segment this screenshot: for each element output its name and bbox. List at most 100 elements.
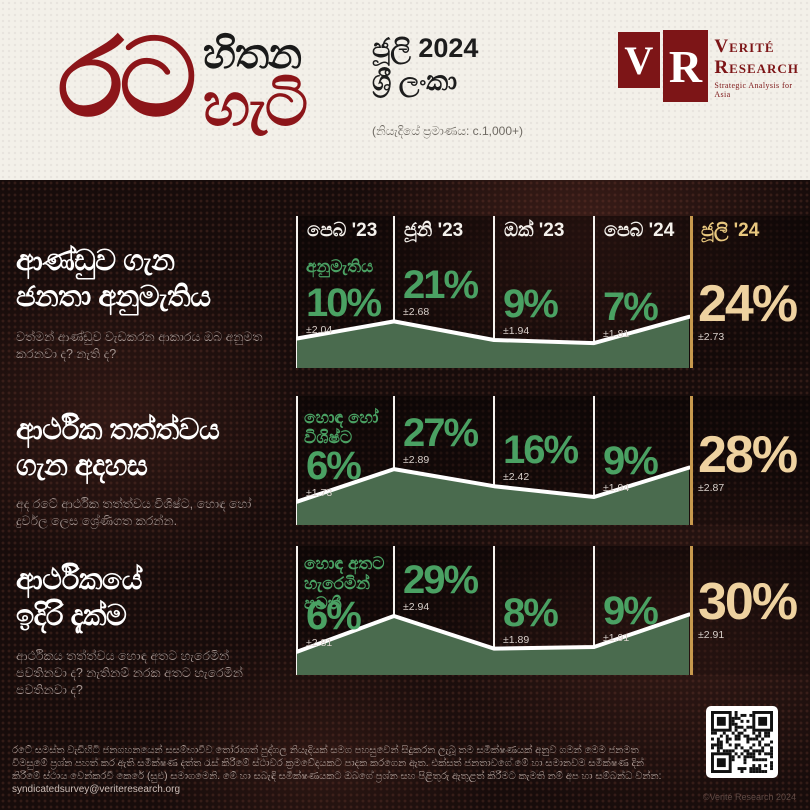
margin-of-error: ±1.89 bbox=[503, 633, 530, 646]
series-label: අනුමැතිය bbox=[306, 257, 374, 276]
margin-of-error: ±2.81 bbox=[306, 636, 333, 649]
margin-of-error: ±2.87 bbox=[698, 481, 725, 494]
margin-of-error: ±1.94 bbox=[503, 325, 530, 338]
sample-size-note: (නියැදියේ ප්‍රමාණය: c.1,000+) bbox=[372, 124, 524, 138]
column-separator bbox=[393, 216, 395, 368]
section-3-title-line1: ආර්ථිකයේ bbox=[16, 564, 143, 596]
section-3-title: ආර්ථිකයේ ඉදිරි දැක්ම bbox=[16, 562, 284, 634]
fine-print-line3: සබැඳි සමීක්ෂණයකට ඔබගේ ප්‍රශ්න සහ පිළිතුර… bbox=[253, 771, 662, 782]
section-economic-condition: ආර්ථික තත්ත්වය ගැන අදහස අද රටේ ආර්ථික තත… bbox=[0, 392, 810, 538]
column-separator bbox=[493, 546, 495, 675]
chart-economic-outlook: හොඳ අතට හැරෙමින් පවතී 6% ±2.81 29% ±2.94 8… bbox=[0, 542, 810, 688]
data-point-value-highlight: 24% ±2.73 bbox=[698, 274, 798, 343]
column-separator-highlight bbox=[690, 216, 693, 368]
data-point-value: 16% ±2.42 bbox=[503, 428, 579, 484]
trend-area-chart bbox=[296, 612, 690, 675]
column-separator bbox=[593, 396, 595, 525]
brand-name-line2: Research bbox=[714, 57, 799, 78]
column-header: පෙබ '23 bbox=[307, 220, 378, 241]
margin-of-error: ±1.91 bbox=[603, 632, 630, 645]
brand-tagline: Strategic Analysis for Asia bbox=[714, 81, 793, 99]
column-separator bbox=[493, 216, 495, 368]
section-2-title: ආර්ථික තත්ත්වය ගැන අදහස bbox=[16, 412, 284, 484]
column-separator bbox=[393, 546, 395, 675]
data-point-value: 9% ±1.91 bbox=[603, 589, 659, 645]
logotype-word-bottom: හැටි bbox=[202, 71, 308, 138]
margin-of-error: ±1.81 bbox=[603, 328, 630, 341]
fine-print-line2: දත්ත රැස් කිරීමේ ස්ථාවර ක්‍රමවේදයකට පාදක… bbox=[12, 758, 645, 782]
data-point-value: 7% ±1.81 bbox=[603, 285, 659, 341]
section-economic-outlook: ආර්ථිකයේ ඉදිරි දැක්ම ආර්ථිකය තත්ත්වය හොඳ… bbox=[0, 542, 810, 697]
data-point-value: 9% ±1.94 bbox=[603, 439, 659, 495]
data-point-value: 9% ±1.94 bbox=[503, 282, 559, 338]
brand-name-line1: Verité bbox=[714, 36, 775, 57]
data-point-value: 10% ±2.04 bbox=[306, 280, 382, 336]
margin-of-error: ±2.73 bbox=[698, 330, 725, 343]
margin-of-error: ±2.91 bbox=[698, 628, 725, 641]
section-1-title-line2: ජනතා අනුමැතිය bbox=[16, 281, 211, 313]
contact-email: syndicatedsurvey@veriteresearch.org bbox=[12, 784, 181, 795]
section-2-subtitle: අද රටේ ආර්ථික තත්ත්වය විශිෂ්ට, හොඳ හෝ දු… bbox=[16, 497, 252, 528]
brand-r-block: R bbox=[662, 30, 709, 102]
column-header: ජූනි '23 bbox=[404, 220, 464, 241]
section-2-title-line2: ගැන අදහස bbox=[16, 450, 148, 482]
chart-economic-condition: හොඳ හෝ විශිෂ්ට 6% ±1.73 27% ±2.89 16% ±2.42… bbox=[0, 392, 810, 538]
trend-area-chart bbox=[296, 314, 690, 368]
logotype-word-main: රට bbox=[58, 17, 197, 138]
section-1-title-line1: ආණ්ඩුව ගැන bbox=[16, 245, 175, 277]
section-3-subtitle: ආර්ථිකය තත්ත්වය හොඳ අතට හැරෙමින් පවතිනවා… bbox=[16, 649, 243, 697]
margin-of-error: ±2.89 bbox=[403, 454, 430, 467]
data-point-value: 29% ±2.94 bbox=[403, 558, 479, 614]
column-header: පෙබ '24 bbox=[604, 220, 675, 241]
column-separator bbox=[296, 546, 298, 675]
series-label: හොඳ හෝ විශිෂ්ට bbox=[304, 408, 379, 447]
column-separator-highlight bbox=[690, 396, 693, 525]
qr-code bbox=[706, 706, 778, 778]
column-separator-highlight bbox=[690, 546, 693, 675]
section-1-text: ආණ්ඩුව ගැන ජනතා අනුමැතිය වත්මන් ආණ්ඩුව ව… bbox=[16, 243, 284, 363]
column-separator bbox=[593, 546, 595, 675]
data-point-value: 8% ±1.89 bbox=[503, 590, 559, 646]
edition-block: ජූලි 2024 ශ්‍රී ලංකා bbox=[372, 32, 478, 98]
section-government-approval: ආණ්ඩුව ගැන ජනතා අනුමැතිය වත්මන් ආණ්ඩුව ව… bbox=[0, 203, 810, 390]
trend-area-chart bbox=[296, 465, 690, 525]
methodology-fine-print: රටේ සමස්ත වැඩිහිටි ජනගහනයෙන් සසම්භාවීව ත… bbox=[12, 744, 672, 796]
column-separator bbox=[593, 216, 595, 368]
column-separator bbox=[296, 396, 298, 525]
margin-of-error: ±2.68 bbox=[403, 306, 430, 319]
data-point-value: 6% ±2.81 bbox=[306, 593, 362, 649]
data-point-value: 21% ±2.68 bbox=[403, 263, 479, 319]
section-3-text: ආර්ථිකයේ ඉදිරි දැක්ම ආර්ථිකය තත්ත්වය හොඳ… bbox=[16, 562, 284, 699]
data-point-value: 27% ±2.89 bbox=[403, 411, 479, 467]
margin-of-error: ±2.94 bbox=[403, 601, 430, 614]
chart-government-approval: පෙබ '23 ජූනි '23 ඔක් '23 පෙබ '24 ජූලි '2… bbox=[0, 203, 810, 390]
charts-body: ආණ්ඩුව ගැන ජනතා අනුමැතිය වත්මන් ආණ්ඩුව ව… bbox=[0, 180, 810, 810]
fine-print-line1: රටේ සමස්ත වැඩිහිටි ජනගහනයෙන් සසම්භාවීව ත… bbox=[12, 745, 639, 769]
data-point-value-highlight: 30% ±2.91 bbox=[698, 572, 798, 641]
margin-of-error: ±2.42 bbox=[503, 471, 530, 484]
column-separator bbox=[296, 216, 298, 368]
section-2-text: ආර්ථික තත්ත්වය ගැන අදහස අද රටේ ආර්ථික තත… bbox=[16, 412, 284, 530]
column-header: ඔක් '23 bbox=[504, 220, 565, 241]
header: රට හිතන හැටි ජූලි 2024 ශ්‍රී ලංකා (නියැද… bbox=[0, 0, 810, 180]
logotype-stack: හිතන හැටි bbox=[202, 30, 308, 138]
verite-research-logo: V R Verité Research Strategic Analysis f… bbox=[618, 30, 810, 102]
data-point-value-highlight: 28% ±2.87 bbox=[698, 425, 798, 494]
brand-text: Verité Research Strategic Analysis for A… bbox=[714, 36, 810, 99]
column-header-highlight: ජූලි '24 bbox=[701, 220, 760, 241]
margin-of-error: ±1.94 bbox=[603, 482, 630, 495]
edition-month: ජූලි 2024 bbox=[372, 33, 479, 63]
edition-country: ශ්‍රී ලංකා bbox=[372, 66, 458, 96]
logotype-word-top: හිතන bbox=[202, 30, 302, 77]
data-point-value: 6% ±1.73 bbox=[306, 443, 362, 499]
section-2-title-line1: ආර්ථික තත්ත්වය bbox=[16, 414, 220, 446]
copyright-note: ©Verité Research 2024 bbox=[702, 792, 796, 802]
series-label: හොඳ අතට හැරෙමින් පවතී bbox=[304, 554, 385, 613]
section-1-title: ආණ්ඩුව ගැන ජනතා අනුමැතිය bbox=[16, 243, 284, 315]
masthead-logotype: රට හිතන හැටි bbox=[58, 17, 308, 138]
column-separator bbox=[393, 396, 395, 525]
margin-of-error: ±1.73 bbox=[306, 486, 333, 499]
margin-of-error: ±2.04 bbox=[306, 323, 333, 336]
section-3-title-line2: ඉදිරි දැක්ම bbox=[16, 600, 127, 632]
